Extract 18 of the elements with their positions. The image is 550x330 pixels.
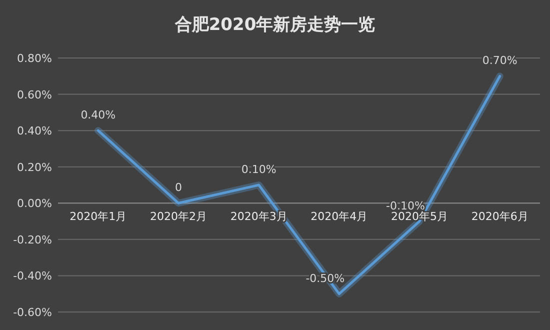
y-tick-label: -0.60% — [13, 306, 52, 319]
x-tick-label: 2020年6月 — [471, 210, 528, 224]
chart-title: 合肥2020年新房走势一览 — [174, 15, 376, 35]
data-label: 0.10% — [241, 163, 276, 176]
y-tick-label: 0.60% — [17, 88, 52, 102]
data-label: -0.10% — [386, 199, 425, 212]
y-tick-label: 0.20% — [17, 160, 52, 174]
y-tick-label: 0.80% — [17, 52, 52, 65]
x-tick-label: 2020年4月 — [310, 210, 368, 224]
y-tick-label: -0.40% — [13, 270, 52, 283]
data-label: 0.70% — [482, 54, 518, 68]
data-label: 0.40% — [80, 108, 116, 122]
y-tick-label: 0.00% — [17, 197, 52, 210]
x-tick-label: 2020年2月 — [150, 210, 207, 224]
data-label: 0 — [175, 181, 182, 194]
y-tick-label: 0.40% — [17, 124, 52, 138]
y-tick-label: -0.20% — [13, 233, 52, 246]
x-tick-label: 2020年1月 — [70, 210, 127, 224]
